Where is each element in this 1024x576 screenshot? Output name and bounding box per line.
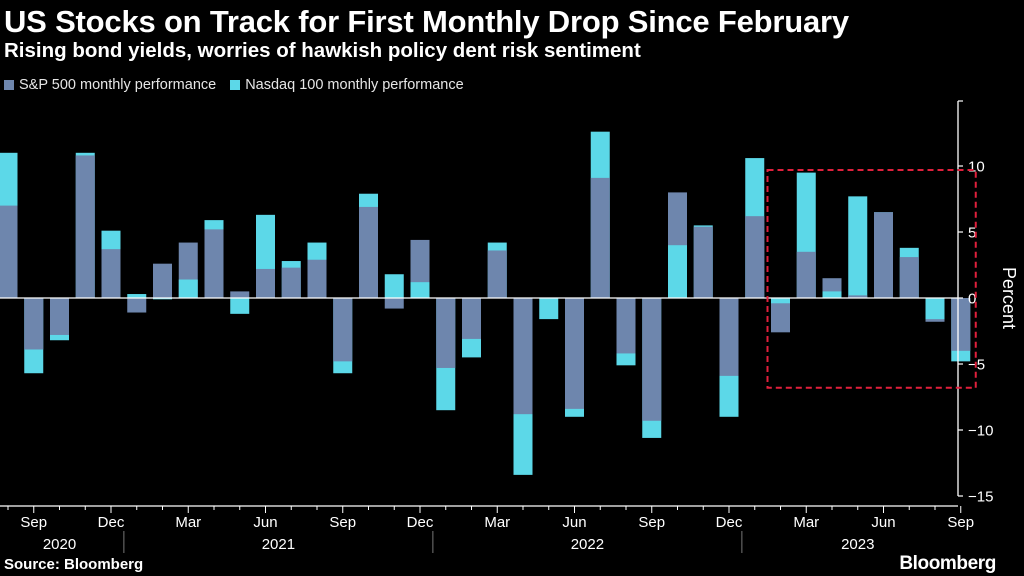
- bar-sp500-2021-02: 2021-02: 2.6%: [153, 263, 172, 298]
- bar-sp500-2023-09: 2023-09: -4%: [951, 298, 971, 351]
- x-tick-label-dec-1: Dec: [98, 514, 125, 531]
- x-tick-label-jun-3: Jun: [253, 514, 277, 531]
- bar-nasdaq-2021-02: 2021-02: -0.1%: [153, 298, 172, 300]
- bar-sp500-2023-03: 2023-03: 3.5%: [796, 251, 816, 298]
- legend-item-sp500: S&P 500 monthly performance: [4, 77, 216, 93]
- bloomberg-logo: Bloomberg: [899, 553, 996, 574]
- bar-sp500-2021-01: 2021-01: -1.1%: [127, 298, 147, 313]
- bar-sp500-2021-11: 2021-11: -0.8%: [384, 298, 404, 309]
- bar-nasdaq-2023-08: 2023-08: -1.6%: [925, 298, 945, 320]
- x-tick-label-mar-10: Mar: [793, 514, 819, 531]
- y-axis-label: Percent: [999, 267, 1019, 329]
- legend-swatch-sp500: [4, 80, 14, 90]
- bar-sp500-2022-06: 2022-06: -8.4%: [565, 298, 584, 409]
- bar-nasdaq-2021-03: 2021-03: 1.4%: [178, 279, 198, 298]
- bar-sp500-2020-08: 2020-08: 7%: [0, 205, 18, 298]
- x-tick-label-jun-11: Jun: [871, 514, 895, 531]
- x-tick-label-sep-4: Sep: [329, 514, 356, 531]
- bar-sp500-2021-04: 2021-04: 5.2%: [204, 229, 224, 298]
- bar-sp500-2022-07: 2022-07: 9.1%: [590, 177, 610, 298]
- year-label-2022: 2022: [571, 536, 604, 553]
- bar-sp500-2020-09: 2020-09: -3.9%: [24, 298, 44, 350]
- bar-sp500-2022-01: 2022-01: -5.3%: [436, 298, 456, 368]
- bar-nasdaq-2022-05: 2022-05: -1.6%: [539, 298, 559, 320]
- bar-sp500-2022-03: 2022-03: 3.6%: [487, 250, 507, 298]
- bar-sp500-2021-07: 2021-07: 2.3%: [281, 267, 301, 298]
- y-tick-label-10: 10: [968, 159, 985, 176]
- x-tick-label-mar-6: Mar: [484, 514, 510, 531]
- source-note: Source: Bloomberg: [4, 556, 144, 573]
- bar-sp500-2020-10: 2020-10: -2.8%: [50, 298, 69, 335]
- y-tick-label--10: −10: [968, 423, 993, 440]
- bar-nasdaq-2022-10: 2022-10: 4%: [668, 245, 687, 298]
- bar-sp500-2022-09: 2022-09: -9.3%: [642, 298, 662, 421]
- x-tick-label-dec-9: Dec: [716, 514, 743, 531]
- bar-nasdaq-2023-04: 2023-04: 0.5%: [822, 291, 842, 298]
- bar-sp500-2023-05: 2023-05: 0.2%: [848, 295, 868, 298]
- bar-sp500-2020-11: 2020-11: 10.8%: [75, 155, 95, 298]
- bar-sp500-2021-06: 2021-06: 2.2%: [256, 268, 275, 298]
- y-tick-label--15: −15: [968, 489, 993, 506]
- legend-label-sp500: S&P 500 monthly performance: [19, 77, 217, 93]
- year-label-2020: 2020: [43, 536, 76, 553]
- bar-sp500-2023-07: 2023-07: 3.1%: [899, 257, 919, 298]
- y-tick-label-5: 5: [968, 225, 976, 242]
- y-tick-label-0: 0: [968, 291, 976, 308]
- legend-item-nasdaq: Nasdaq 100 monthly performance: [230, 77, 464, 93]
- bar-sp500-2023-02: 2023-02: -2.6%: [771, 298, 790, 333]
- chart-title: US Stocks on Track for First Monthly Dro…: [4, 4, 849, 39]
- x-tick-label-dec-5: Dec: [407, 514, 434, 531]
- bar-sp500-2022-04: 2022-04: -8.8%: [513, 298, 533, 415]
- legend-swatch-nasdaq: [230, 80, 241, 90]
- bar-nasdaq-2023-02: 2023-02: -0.4%: [771, 298, 790, 304]
- highlight-box: [766, 168, 977, 389]
- bar-sp500-2021-09: 2021-09: -4.8%: [333, 298, 353, 362]
- x-tick-label-mar-2: Mar: [175, 514, 201, 531]
- bar-sp500-2022-02: 2022-02: -3.1%: [462, 298, 481, 339]
- legend-label-nasdaq: Nasdaq 100 monthly performance: [245, 77, 464, 93]
- bar-sp500-2021-08: 2021-08: 2.9%: [307, 259, 327, 298]
- year-label-2023: 2023: [841, 536, 874, 553]
- x-tick-label-sep-8: Sep: [638, 514, 665, 531]
- x-tick-label-sep-0: Sep: [20, 514, 47, 531]
- bar-nasdaq-2023-05: 2023-05: 7.7%: [848, 196, 868, 298]
- bar-nasdaq-2021-11: 2021-11: 1.8%: [384, 274, 404, 298]
- bar-nasdaq-2021-05: 2021-05: -1.2%: [230, 298, 250, 314]
- bar-sp500-2022-11: 2022-11: 5.4%: [693, 226, 713, 298]
- year-label-2021: 2021: [262, 536, 295, 553]
- bars: 2020-08: 11%2020-08: 7%2020-09: -5.7%202…: [0, 131, 971, 475]
- bar-sp500-2021-05: 2021-05: 0.5%: [230, 291, 250, 298]
- bar-nasdaq-2021-12: 2021-12: 1.2%: [410, 282, 430, 298]
- bar-sp500-2023-01: 2023-01: 6.2%: [745, 216, 765, 298]
- bar-sp500-2022-08: 2022-08: -4.2%: [616, 298, 636, 354]
- x-tick-label-sep-12: Sep: [947, 514, 974, 531]
- bar-sp500-2020-12: 2020-12: 3.7%: [101, 249, 121, 298]
- bar-sp500-2022-12: 2022-12: -5.9%: [719, 298, 739, 376]
- chart-subtitle: Rising bond yields, worries of hawkish p…: [4, 39, 641, 62]
- x-tick-label-jun-7: Jun: [562, 514, 586, 531]
- bar-nasdaq-2021-01: 2021-01: 0.3%: [127, 294, 147, 298]
- legend: S&P 500 monthly performance Nasdaq 100 m…: [4, 77, 464, 93]
- bar-sp500-2021-10: 2021-10: 6.9%: [359, 206, 378, 298]
- bar-sp500-2023-06: 2023-06: 6.5%: [874, 212, 893, 298]
